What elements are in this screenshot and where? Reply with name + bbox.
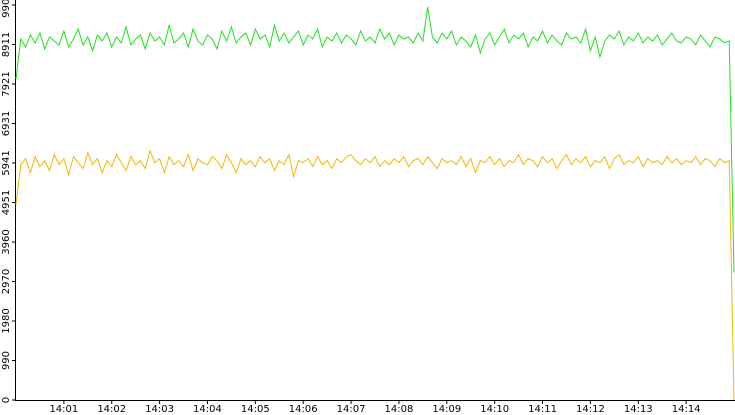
y-tick-label: 7921 bbox=[1, 71, 12, 96]
x-tick-label: 14:09 bbox=[432, 404, 461, 415]
y-tick-label: 0 bbox=[1, 397, 12, 403]
y-tick-label: 990 bbox=[1, 351, 12, 370]
series-line bbox=[15, 6, 735, 273]
x-tick-label: 14:07 bbox=[337, 404, 366, 415]
y-tick-label: 3960 bbox=[1, 229, 12, 254]
x-tick-label: 14:04 bbox=[193, 404, 222, 415]
x-tick-label: 14:12 bbox=[576, 404, 605, 415]
x-tick-label: 14:14 bbox=[672, 404, 701, 415]
y-tick-label: 2970 bbox=[1, 269, 12, 294]
x-tick-label: 14:05 bbox=[241, 404, 270, 415]
x-tick-label: 14:01 bbox=[49, 404, 78, 415]
x-tick-label: 14:06 bbox=[289, 404, 318, 415]
series-line bbox=[15, 149, 735, 401]
y-tick-label: 1980 bbox=[1, 308, 12, 333]
y-tick-label: 4951 bbox=[1, 190, 12, 215]
x-tick-label: 14:03 bbox=[145, 404, 174, 415]
y-tick-label: 9902 bbox=[1, 0, 12, 18]
y-tick-label: 5941 bbox=[1, 150, 12, 175]
y-tick-label: 6931 bbox=[1, 111, 12, 136]
x-tick-label: 14:10 bbox=[480, 404, 509, 415]
x-tick-label: 14:13 bbox=[624, 404, 653, 415]
y-tick-label: 8911 bbox=[1, 32, 12, 57]
x-tick-label: 14:11 bbox=[528, 404, 557, 415]
x-tick-label: 14:02 bbox=[97, 404, 126, 415]
x-tick-label: 14:08 bbox=[385, 404, 414, 415]
